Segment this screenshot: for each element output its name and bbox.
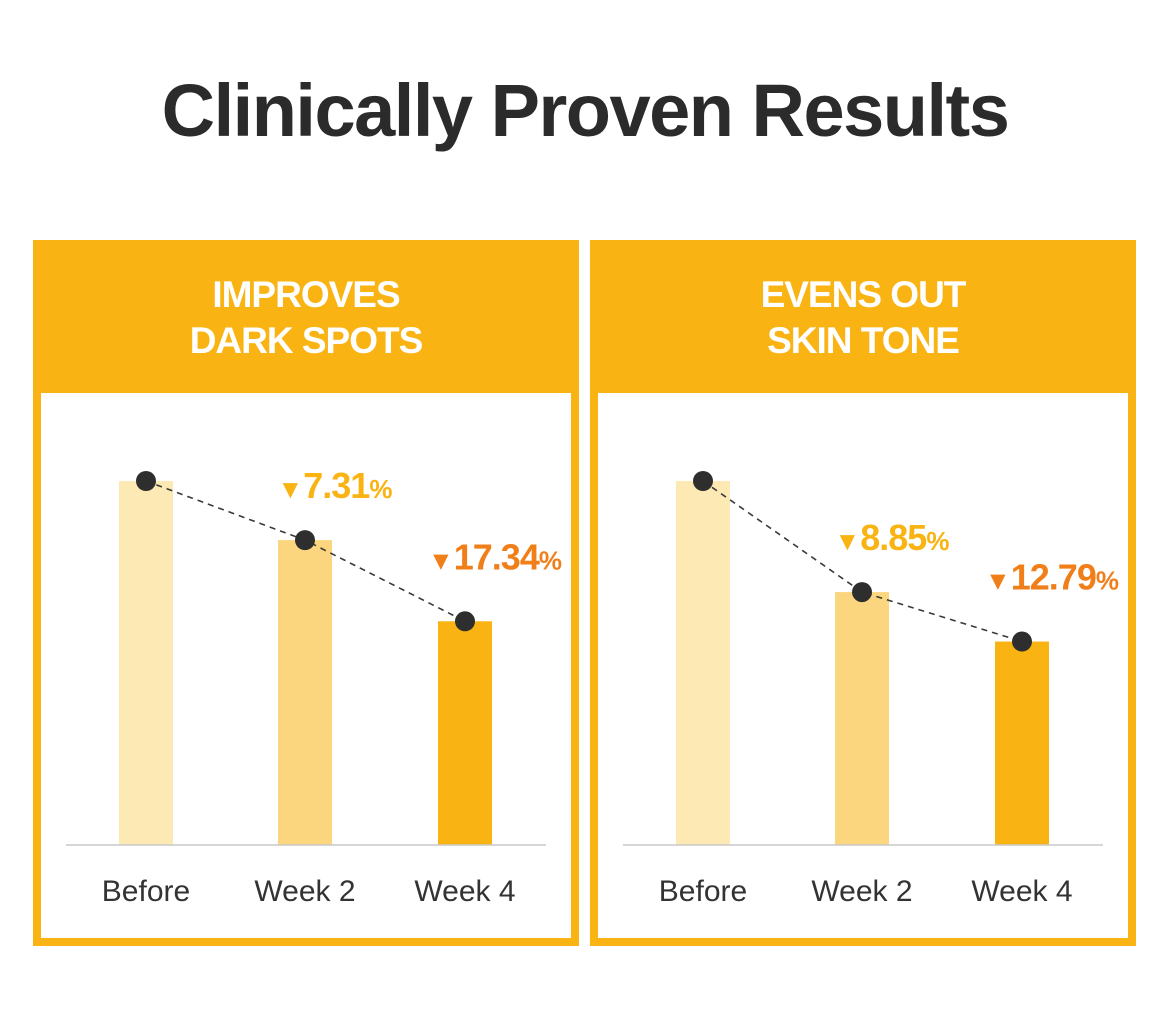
chart-area: Before Week 2 Week 4 ▼7.31% ▼17.34% bbox=[41, 393, 571, 938]
bar-before bbox=[119, 481, 173, 845]
data-point-week-2 bbox=[295, 530, 315, 551]
bar-week-2 bbox=[278, 540, 332, 845]
panel-heading-line-1: EVENS OUT bbox=[760, 274, 967, 315]
x-tick-label: Before bbox=[659, 875, 747, 908]
bar-before bbox=[676, 481, 730, 845]
panel-heading-line-2: DARK SPOTS bbox=[189, 320, 424, 361]
reduction-label-week-4: ▼17.34% bbox=[428, 536, 562, 577]
data-point-week-2 bbox=[852, 582, 872, 603]
data-point-before bbox=[693, 471, 713, 491]
panel-heading-line-2: SKIN TONE bbox=[767, 320, 960, 361]
reduction-label-week-2: ▼7.31% bbox=[278, 465, 393, 506]
data-point-week-4 bbox=[1012, 631, 1032, 652]
panel-heading: EVENS OUT SKIN TONE bbox=[590, 272, 1136, 364]
chart-area: Before Week 2 Week 4 ▼8.85% ▼12.79% bbox=[598, 393, 1128, 938]
panel-heading: IMPROVES DARK SPOTS bbox=[33, 272, 579, 364]
data-point-before bbox=[136, 471, 156, 491]
bar-week-4 bbox=[995, 641, 1049, 845]
x-tick-label: Week 2 bbox=[811, 875, 912, 908]
bar-chart-skin-tone: Before Week 2 Week 4 ▼8.85% ▼12.79% bbox=[623, 471, 1119, 908]
panel-heading-line-1: IMPROVES bbox=[212, 274, 400, 315]
bar-chart-dark-spots: Before Week 2 Week 4 ▼7.31% ▼17.34% bbox=[66, 465, 562, 908]
x-tick-label: Before bbox=[102, 875, 190, 908]
x-tick-label: Week 2 bbox=[254, 875, 355, 908]
chart-panel-dark-spots: IMPROVES DARK SPOTS Before Week 2 Week 4 ▼7… bbox=[33, 240, 579, 946]
data-point-week-4 bbox=[455, 611, 475, 632]
page-title: Clinically Proven Results bbox=[161, 69, 1010, 152]
chart-panel-skin-tone: EVENS OUT SKIN TONE Before Week 2 Week 4 ▼8… bbox=[590, 240, 1136, 946]
x-tick-label: Week 4 bbox=[414, 875, 515, 908]
x-tick-label: Week 4 bbox=[971, 875, 1072, 908]
reduction-label-week-4: ▼12.79% bbox=[985, 557, 1119, 598]
bar-week-2 bbox=[835, 592, 889, 845]
bar-week-4 bbox=[438, 621, 492, 845]
reduction-label-week-2: ▼8.85% bbox=[835, 517, 950, 558]
